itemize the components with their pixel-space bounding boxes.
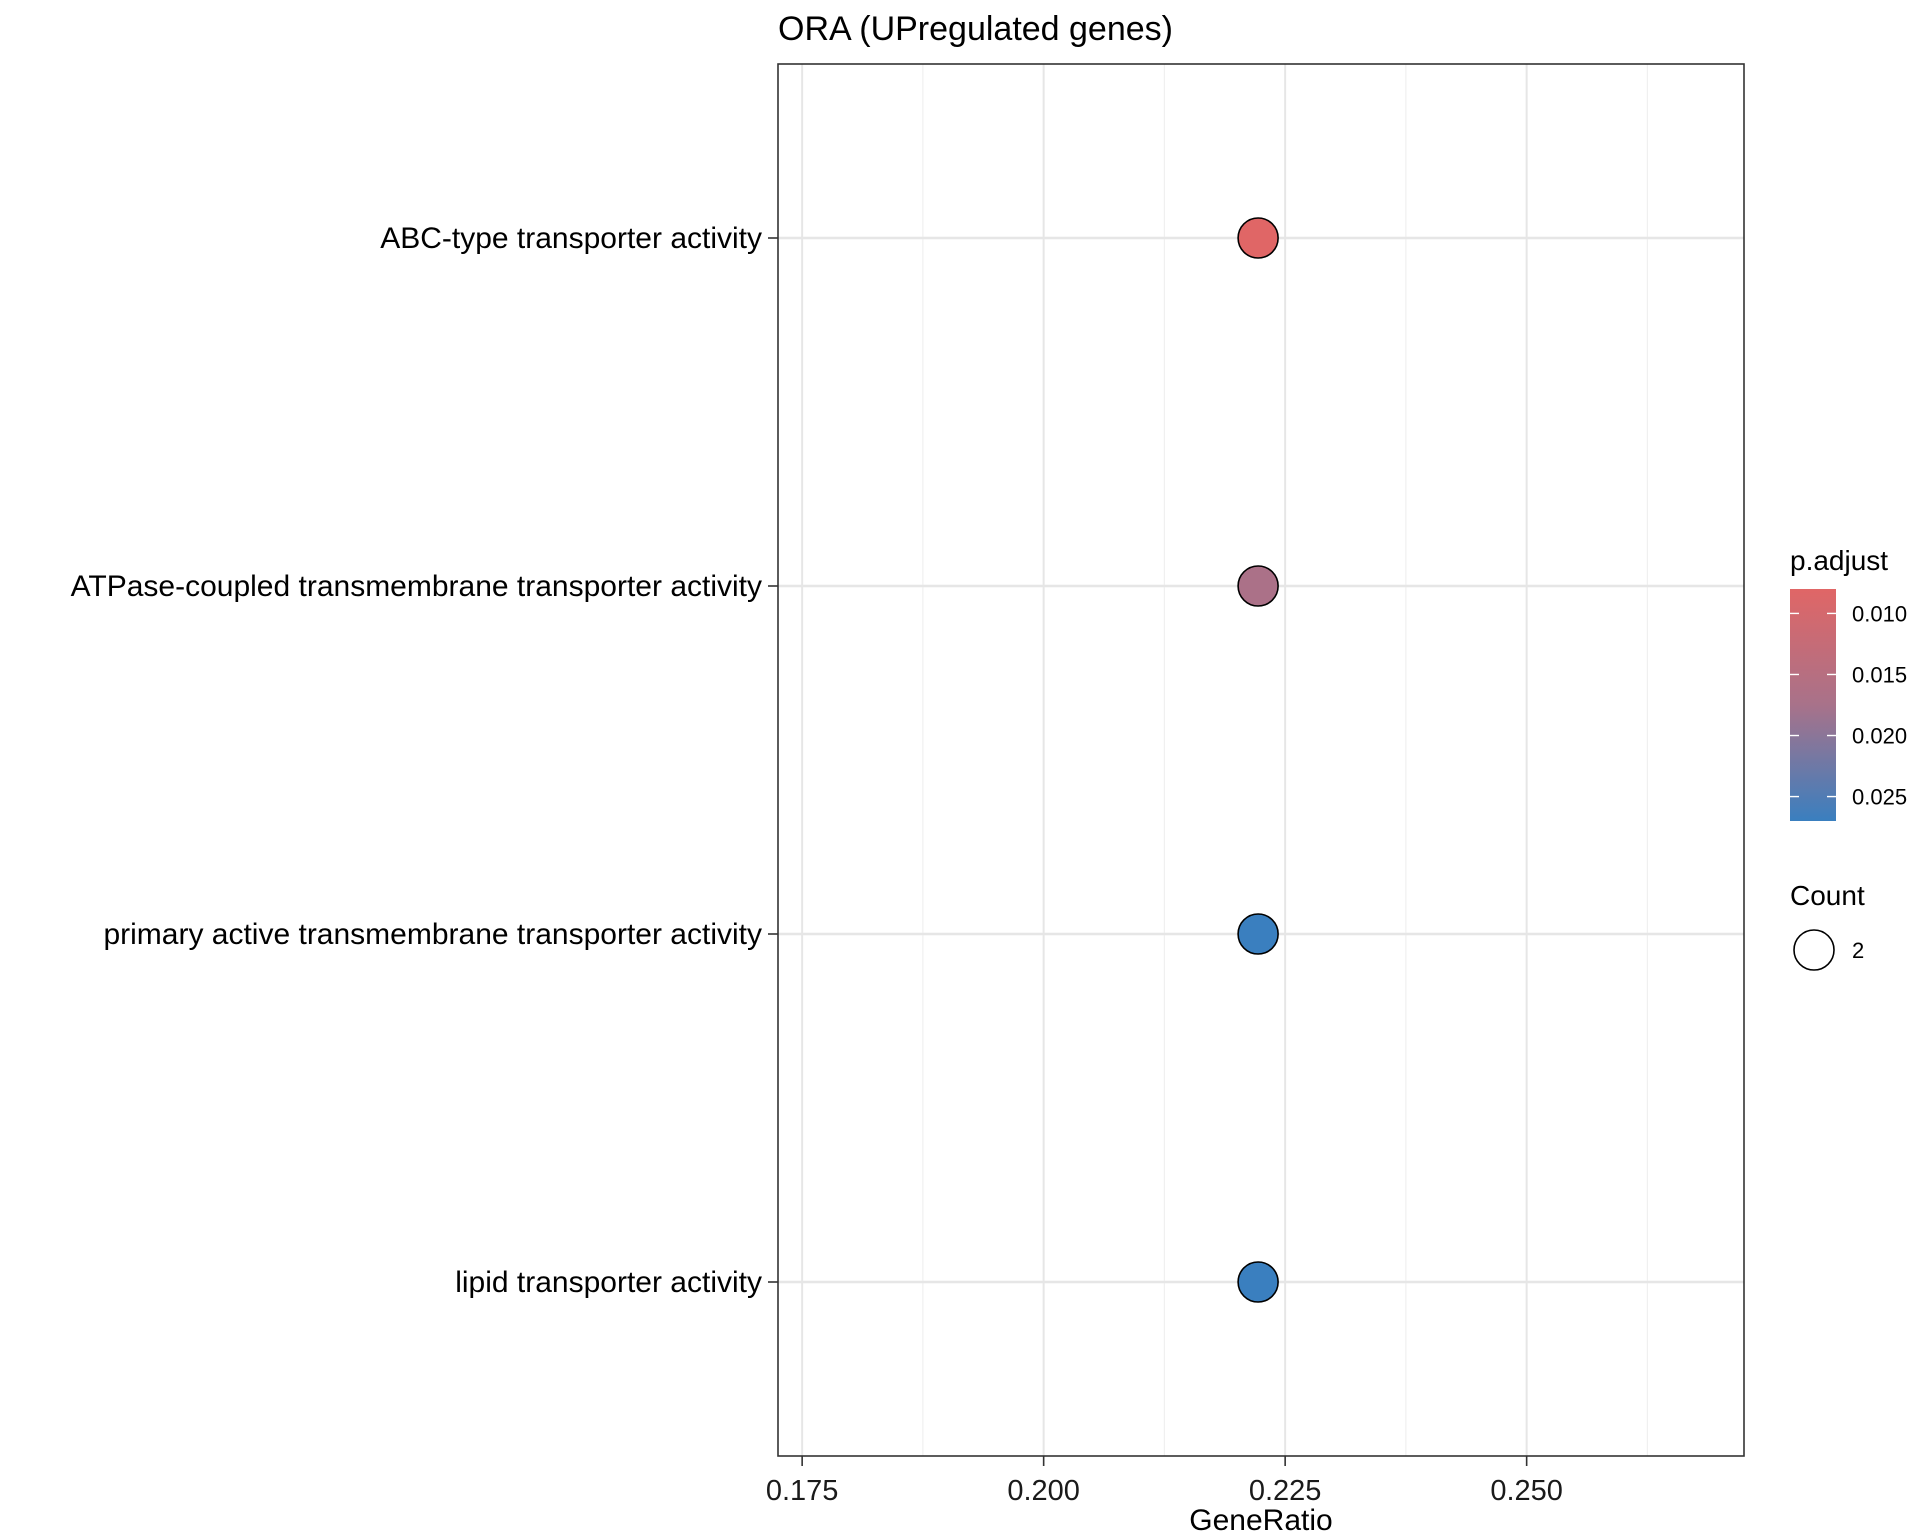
panel-border bbox=[777, 63, 1745, 1457]
data-point bbox=[1237, 565, 1279, 607]
y-tick-label: lipid transporter activity bbox=[455, 1266, 762, 1299]
chart-title: ORA (UPregulated genes) bbox=[778, 10, 1173, 48]
color-legend: p.adjust 0.010 0.015 0.020 0.025 bbox=[1790, 545, 1907, 821]
color-legend-tick-label: 0.025 bbox=[1852, 785, 1907, 810]
x-axis: 0.175 0.200 0.225 0.250 bbox=[766, 1456, 1563, 1507]
y-tick-label: ABC-type transporter activity bbox=[380, 222, 762, 255]
data-point bbox=[1237, 913, 1279, 955]
x-tick-label: 0.200 bbox=[1007, 1475, 1080, 1507]
size-legend-label: 2 bbox=[1852, 938, 1864, 963]
color-legend-tick-label: 0.015 bbox=[1852, 662, 1907, 687]
x-tick-label: 0.250 bbox=[1490, 1475, 1563, 1507]
point-layer bbox=[1237, 217, 1279, 1303]
size-legend: Count 2 bbox=[1790, 880, 1865, 971]
grid-layer bbox=[778, 64, 1744, 1456]
x-tick-label: 0.175 bbox=[766, 1475, 839, 1507]
x-axis-title: GeneRatio bbox=[1189, 1504, 1332, 1536]
color-legend-tick-label: 0.020 bbox=[1852, 724, 1907, 749]
data-point bbox=[1237, 1261, 1279, 1303]
y-tick-label: ATPase-coupled transmembrane transporter… bbox=[71, 570, 762, 603]
size-legend-title: Count bbox=[1790, 880, 1865, 911]
panel-background bbox=[778, 64, 1744, 1456]
color-legend-title: p.adjust bbox=[1790, 545, 1888, 576]
x-tick-label: 0.225 bbox=[1249, 1475, 1322, 1507]
data-point bbox=[1237, 217, 1279, 259]
y-tick-label: primary active transmembrane transporter… bbox=[103, 918, 762, 951]
color-legend-ticks: 0.010 0.015 0.020 0.025 bbox=[1790, 601, 1907, 810]
y-axis: ABC-type transporter activity ATPase-coup… bbox=[71, 222, 778, 1299]
color-legend-bar bbox=[1790, 589, 1836, 821]
size-legend-circle bbox=[1793, 929, 1835, 971]
color-legend-tick-label: 0.010 bbox=[1852, 601, 1907, 626]
